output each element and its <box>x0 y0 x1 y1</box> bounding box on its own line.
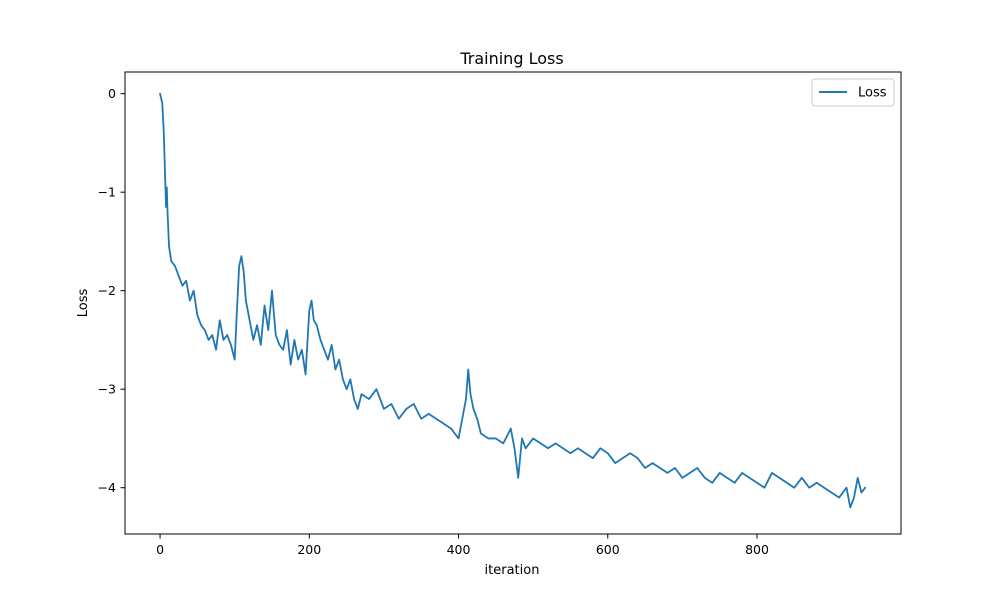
x-axis-label: iteration <box>485 563 540 578</box>
y-tick-label: −2 <box>98 283 116 298</box>
series-layer <box>159 92 867 509</box>
y-axis-ticks: 0 −1 −2 −3 −4 <box>98 86 125 495</box>
y-axis-label: Loss <box>76 289 91 318</box>
x-tick-label: 200 <box>297 542 321 557</box>
series-line-loss <box>159 92 867 509</box>
x-tick-label: 0 <box>156 542 164 557</box>
x-tick-label: 800 <box>745 542 769 557</box>
plot-area <box>124 71 902 535</box>
x-axis-ticks: 0 200 400 600 800 <box>156 534 769 557</box>
legend-box <box>811 78 895 107</box>
x-tick-label: 600 <box>596 542 620 557</box>
plot-background <box>125 72 901 534</box>
y-tick-label: 0 <box>108 86 116 101</box>
y-tick-label: −1 <box>98 185 116 200</box>
y-tick-label: −3 <box>98 382 116 397</box>
legend-label-loss: Loss <box>858 86 887 101</box>
legend: Loss <box>811 78 895 107</box>
y-tick-label: −4 <box>98 480 116 495</box>
x-tick-label: 400 <box>447 542 471 557</box>
plot-frame <box>124 71 902 535</box>
chart-title: Training Loss <box>459 49 563 68</box>
